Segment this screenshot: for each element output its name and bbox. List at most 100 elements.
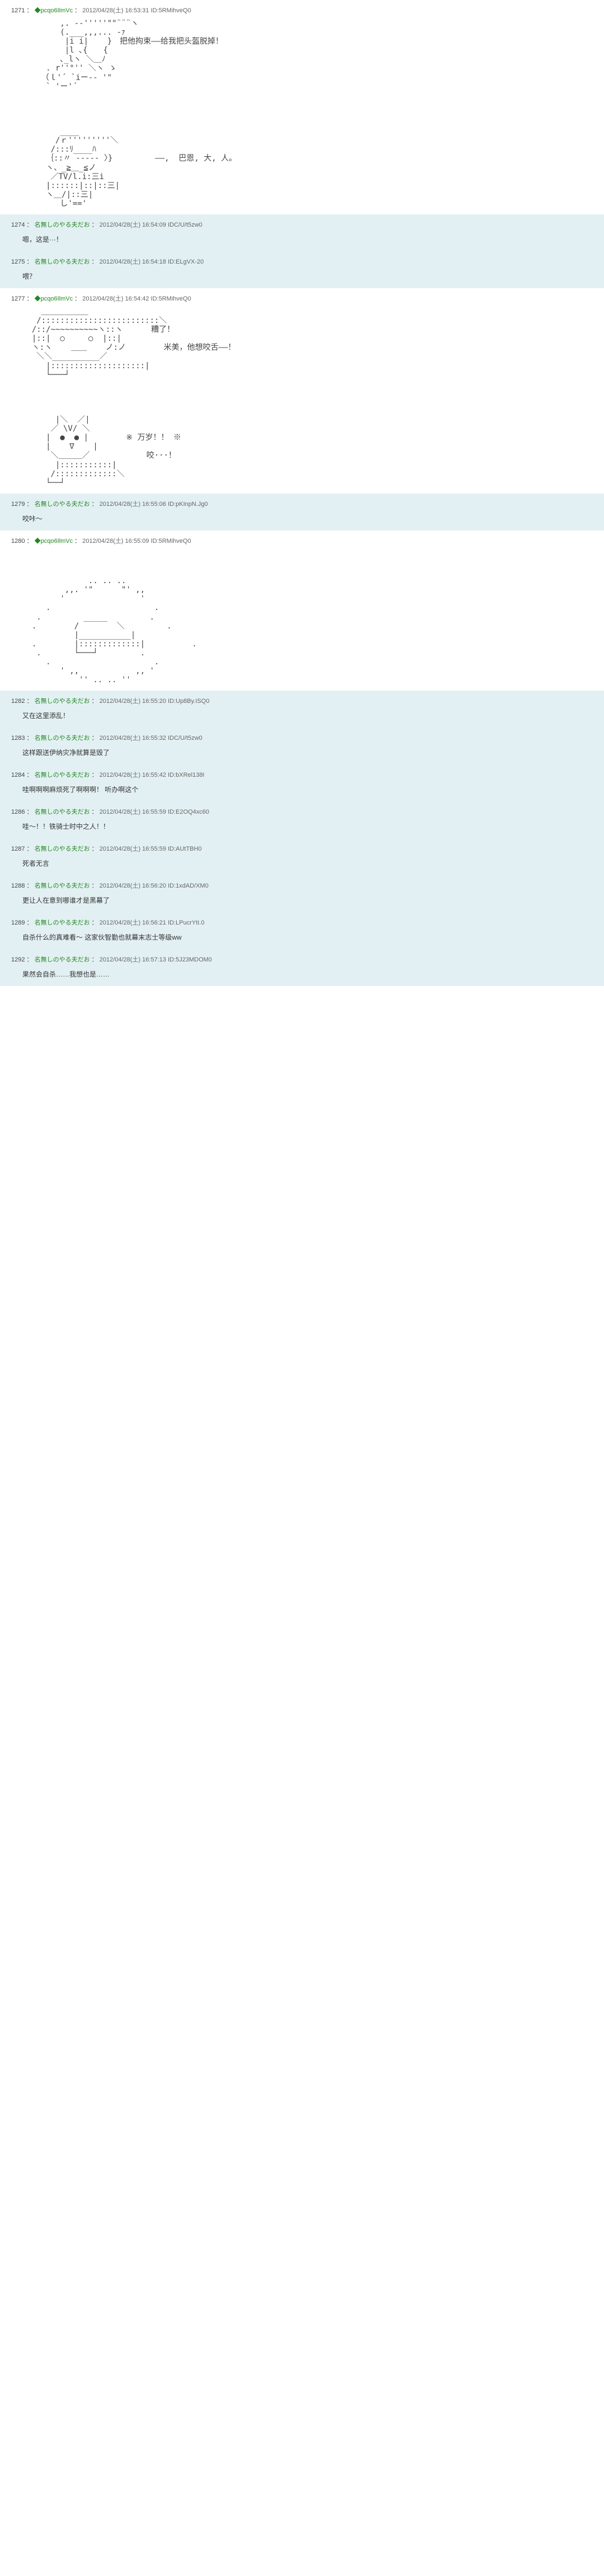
post-timestamp: 2012/04/28(土) 16:55:20	[100, 698, 166, 705]
post-username: 名無しのやる夫だお	[35, 846, 90, 852]
post-number[interactable]: 1274	[11, 222, 25, 228]
post-header: 1274 ： 名無しのやる夫だお ： 2012/04/28(土) 16:54:0…	[11, 220, 593, 229]
post-timestamp: 2012/04/28(土) 16:54:18	[100, 259, 166, 265]
post-header: 1271 ： ◆pcqo6IlmVc ： 2012/04/28(土) 16:53…	[11, 6, 593, 15]
post-username: 名無しのやる夫だお	[35, 772, 90, 778]
post-number[interactable]: 1283	[11, 735, 25, 742]
post: 1286 ： 名無しのやる夫だお ： 2012/04/28(土) 16:55:5…	[0, 801, 604, 838]
post-tripcode: ◆pcqo6IlmVc	[35, 538, 73, 545]
post-userid[interactable]: ID:pKInpN.Jg0	[168, 501, 208, 508]
post-number[interactable]: 1275	[11, 259, 25, 265]
post: 1277 ： ◆pcqo6IlmVc ： 2012/04/28(土) 16:54…	[0, 288, 604, 494]
post-body: .. .. .. ,,. '" "' ,, ' ' . . . _____ . …	[11, 547, 593, 684]
post-header: 1286 ： 名無しのやる夫だお ： 2012/04/28(土) 16:55:5…	[11, 807, 593, 816]
post: 1287 ： 名無しのやる夫だお ： 2012/04/28(土) 16:55:5…	[0, 838, 604, 875]
post-number[interactable]: 1279	[11, 501, 25, 508]
post-userid[interactable]: IDC/U/t5zw0	[168, 735, 202, 742]
post-userid[interactable]: ID:1xdAD/XM0	[168, 883, 209, 889]
ascii-art: ,. -‐'''''""¨¨¨ヽ (.___,,,... -ｧ |i i| } …	[22, 19, 593, 208]
post-body: 嗯，这是···！	[11, 231, 593, 245]
post-comment: 更让人在意到哪谁才是黑幕了	[22, 894, 593, 906]
post-userid[interactable]: ID:ELgVX-20	[168, 259, 204, 265]
post-comment: 果然会自杀……我想也是……	[22, 968, 593, 980]
post-userid[interactable]: ID:5RMihveQ0	[151, 538, 191, 545]
post-username: 名無しのやる夫だお	[35, 735, 90, 742]
post-body: 这样跟送伊纳灾净就算是毁了	[11, 744, 593, 758]
post-tripcode: ◆pcqo6IlmVc	[35, 295, 73, 302]
post-comment: 咬咔～	[22, 513, 593, 524]
post-number[interactable]: 1277	[11, 295, 25, 302]
post-header: 1280 ： ◆pcqo6IlmVc ： 2012/04/28(土) 16:55…	[11, 536, 593, 545]
post-userid[interactable]: ID:Up8By.ISQ0	[168, 698, 209, 705]
post-body: 死者无言	[11, 855, 593, 869]
post-userid[interactable]: ID:5RMihveQ0	[151, 295, 191, 302]
post-comment: 哇～！！铁骑士时中之人！！	[22, 820, 593, 832]
post-timestamp: 2012/04/28(土) 16:55:06	[100, 501, 166, 508]
post-body: 哇～！！铁骑士时中之人！！	[11, 818, 593, 832]
post-tripcode: ◆pcqo6IlmVc	[35, 7, 73, 14]
post: 1292 ： 名無しのやる夫だお ： 2012/04/28(土) 16:57:1…	[0, 949, 604, 986]
post-userid[interactable]: IDC/U/t5zw0	[168, 222, 202, 228]
post-number[interactable]: 1292	[11, 956, 25, 963]
post-username: 名無しのやる夫だお	[35, 883, 90, 889]
post-timestamp: 2012/04/28(土) 16:55:59	[100, 809, 166, 815]
post-header: 1287 ： 名無しのやる夫だお ： 2012/04/28(土) 16:55:5…	[11, 844, 593, 853]
post-userid[interactable]: ID:AUtTBH0	[168, 846, 202, 852]
post-username: 名無しのやる夫だお	[35, 809, 90, 815]
post-body: ＿＿＿＿＿＿ /:::::::::::::::::::::::::＼ /::/~…	[11, 305, 593, 487]
post-userid[interactable]: ID:bXRel138I	[168, 772, 204, 778]
post-number[interactable]: 1271	[11, 7, 25, 14]
post-body: 喂？	[11, 268, 593, 282]
post-userid[interactable]: ID:LPucrYtI.0	[168, 919, 204, 926]
post-timestamp: 2012/04/28(土) 16:56:20	[100, 883, 166, 889]
post-userid[interactable]: ID:5J23MDOM0	[168, 956, 212, 963]
post-number[interactable]: 1280	[11, 538, 25, 545]
post-header: 1289 ： 名無しのやる夫だお ： 2012/04/28(土) 16:56:2…	[11, 918, 593, 927]
post: 1289 ： 名無しのやる夫だお ： 2012/04/28(土) 16:56:2…	[0, 912, 604, 949]
post: 1288 ： 名無しのやる夫だお ： 2012/04/28(土) 16:56:2…	[0, 875, 604, 912]
post-header: 1292 ： 名無しのやる夫だお ： 2012/04/28(土) 16:57:1…	[11, 955, 593, 964]
post-number[interactable]: 1288	[11, 883, 25, 889]
post-comment: 喂？	[22, 270, 593, 282]
post-number[interactable]: 1284	[11, 772, 25, 778]
post: 1282 ： 名無しのやる夫だお ： 2012/04/28(土) 16:55:2…	[0, 691, 604, 728]
post-timestamp: 2012/04/28(土) 16:54:42	[82, 295, 149, 302]
post-userid[interactable]: ID:5RMihveQ0	[151, 7, 191, 14]
post-header: 1284 ： 名無しのやる夫だお ： 2012/04/28(土) 16:55:4…	[11, 770, 593, 779]
post-number[interactable]: 1287	[11, 846, 25, 852]
post-body: ,. -‐'''''""¨¨¨ヽ (.___,,,... -ｧ |i i| } …	[11, 17, 593, 208]
post: 1275 ： 名無しのやる夫だお ： 2012/04/28(土) 16:54:1…	[0, 251, 604, 288]
post-timestamp: 2012/04/28(土) 16:54:09	[100, 222, 166, 228]
post: 1271 ： ◆pcqo6IlmVc ： 2012/04/28(土) 16:53…	[0, 0, 604, 214]
post-comment: 自杀什么的真难看～ 这家伙智勤也就幕末志士等级ww	[22, 931, 593, 943]
post-number[interactable]: 1286	[11, 809, 25, 815]
post-username: 名無しのやる夫だお	[35, 222, 90, 228]
post-username: 名無しのやる夫だお	[35, 698, 90, 705]
post: 1280 ： ◆pcqo6IlmVc ： 2012/04/28(土) 16:55…	[0, 531, 604, 691]
post-header: 1277 ： ◆pcqo6IlmVc ： 2012/04/28(土) 16:54…	[11, 294, 593, 303]
ascii-art: ＿＿＿＿＿＿ /:::::::::::::::::::::::::＼ /::/~…	[22, 307, 593, 487]
post-header: 1282 ： 名無しのやる夫だお ： 2012/04/28(土) 16:55:2…	[11, 696, 593, 705]
post-comment: 哇啊啊啊麻烦死了啊啊啊！ 听办啊这个	[22, 783, 593, 795]
post-timestamp: 2012/04/28(土) 16:57:13	[100, 956, 166, 963]
post-number[interactable]: 1289	[11, 919, 25, 926]
post-timestamp: 2012/04/28(土) 16:55:09	[82, 538, 149, 545]
post-timestamp: 2012/04/28(土) 16:53:31	[82, 7, 149, 14]
post-username: 名無しのやる夫だお	[35, 956, 90, 963]
post-username: 名無しのやる夫だお	[35, 501, 90, 508]
post-username: 名無しのやる夫だお	[35, 919, 90, 926]
post-body: 自杀什么的真难看～ 这家伙智勤也就幕末志士等级ww	[11, 929, 593, 943]
post-header: 1288 ： 名無しのやる夫だお ： 2012/04/28(土) 16:56:2…	[11, 881, 593, 890]
post-number[interactable]: 1282	[11, 698, 25, 705]
post-body: 更让人在意到哪谁才是黑幕了	[11, 892, 593, 906]
post-userid[interactable]: ID:E2OQ4xc60	[168, 809, 209, 815]
post-comment: 死者无言	[22, 857, 593, 869]
post-body: 咬咔～	[11, 510, 593, 524]
post-body: 哇啊啊啊麻烦死了啊啊啊！ 听办啊这个	[11, 781, 593, 795]
post-header: 1283 ： 名無しのやる夫だお ： 2012/04/28(土) 16:55:3…	[11, 733, 593, 742]
thread-container: 1271 ： ◆pcqo6IlmVc ： 2012/04/28(土) 16:53…	[0, 0, 604, 986]
post-timestamp: 2012/04/28(土) 16:56:21	[100, 919, 166, 926]
post-comment: 嗯，这是···！	[22, 233, 593, 245]
post-timestamp: 2012/04/28(土) 16:55:42	[100, 772, 166, 778]
post: 1283 ： 名無しのやる夫だお ： 2012/04/28(土) 16:55:3…	[0, 728, 604, 764]
